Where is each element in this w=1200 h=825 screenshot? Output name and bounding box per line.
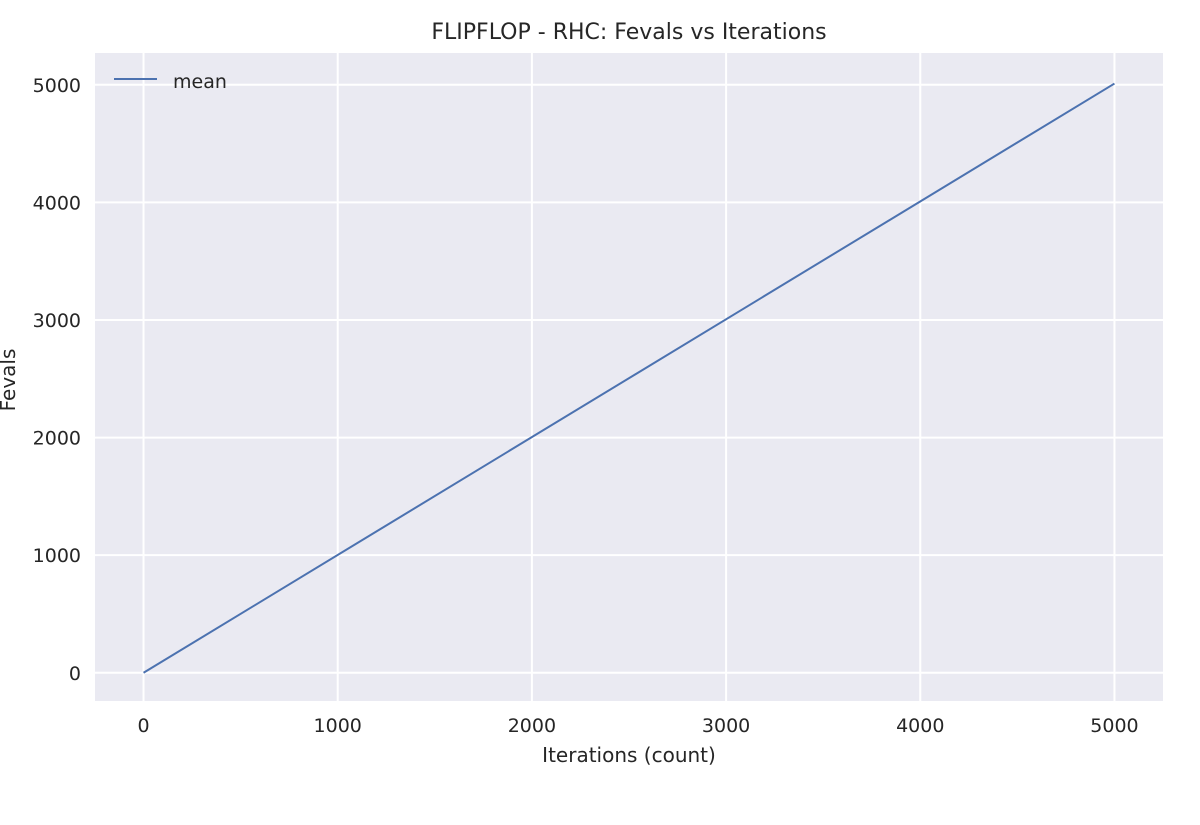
y-tick-label: 4000: [33, 192, 81, 214]
series-layer: [143, 82, 1115, 674]
series-line-mean: [143, 82, 1115, 674]
x-tick-label: 4000: [896, 715, 944, 737]
legend-label-mean: mean: [173, 71, 227, 93]
x-tick-label: 3000: [702, 715, 750, 737]
x-tick-label: 1000: [314, 715, 362, 737]
x-tick-label: 0: [137, 715, 149, 737]
y-axis-label: Fevals: [0, 349, 20, 412]
grid-lines: [95, 53, 1163, 701]
legend: mean: [114, 71, 227, 93]
y-tick-label: 2000: [33, 428, 81, 450]
tick-labels: 0 1000 2000 3000 4000 5000 0 1000 2000 3000 4000 50…: [33, 75, 1139, 737]
y-tick-label: 0: [69, 663, 81, 685]
y-tick-label: 3000: [33, 310, 81, 332]
x-axis-label: Iterations (count): [542, 743, 716, 767]
y-tick-label: 5000: [33, 75, 81, 97]
x-tick-label: 2000: [508, 715, 556, 737]
chart-title: FLIPFLOP - RHC: Fevals vs Iterations: [431, 20, 826, 45]
y-tick-label: 1000: [33, 545, 81, 567]
x-tick-label: 5000: [1090, 715, 1138, 737]
